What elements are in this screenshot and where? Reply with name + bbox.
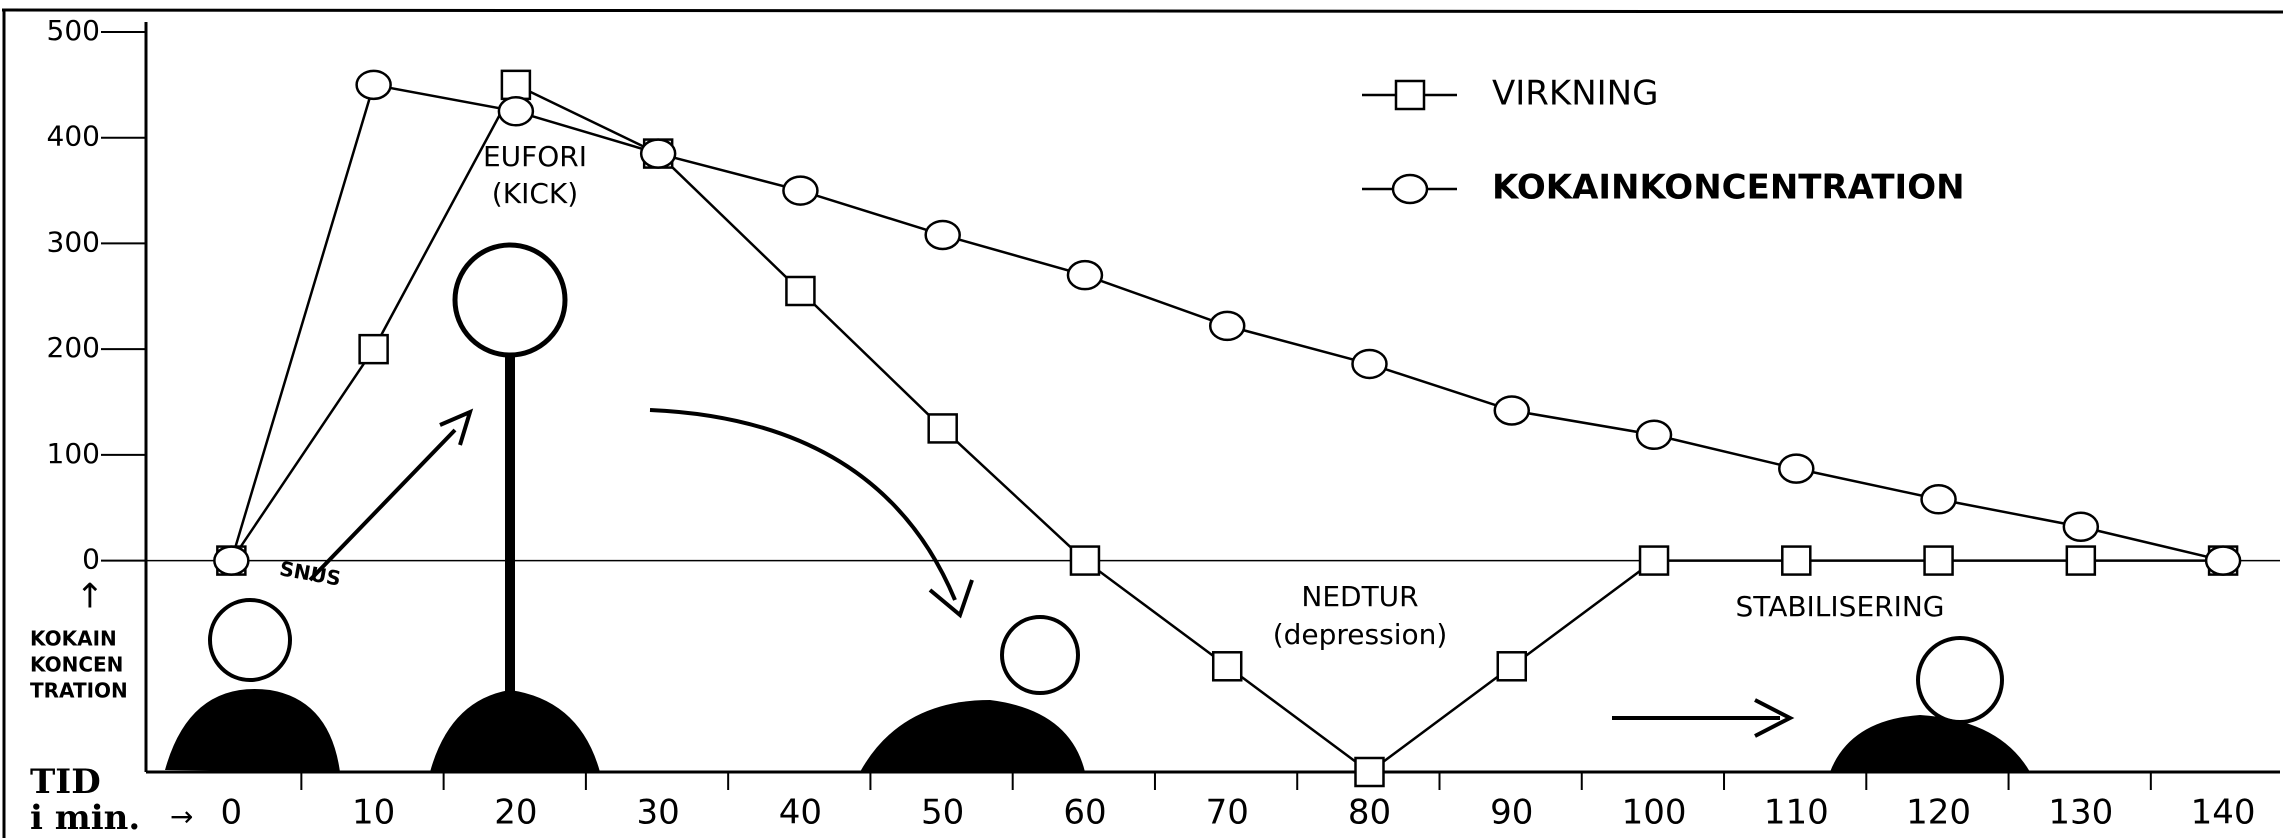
x-tick-label: 0 [221,793,243,833]
data-point [782,175,819,206]
y-tick-label: 100 [47,437,100,470]
data-point [1781,545,1812,576]
x-axis-label: TID [30,762,101,802]
data-point [1920,484,1957,515]
data-point [1496,651,1528,682]
y-axis-label: KONCEN [30,653,123,677]
x-tick-label: 20 [494,793,537,833]
data-point [1923,545,1954,576]
data-point [927,413,958,444]
data-point [497,96,535,127]
x-tick-label: 60 [1063,793,1106,833]
legend-label: KOKAINKONCENTRATION [1492,168,1965,208]
x-tick-label: 120 [1906,793,1971,833]
x-tick-label: 80 [1348,793,1391,833]
data-point [924,219,961,251]
y-tick-label: 200 [47,331,100,364]
data-point [1635,419,1673,451]
x-tick-label: 100 [1622,793,1687,833]
x-tick-label: 50 [921,793,964,833]
legend-marker [1391,173,1429,205]
y-tick-label: 500 [47,14,100,47]
data-point [358,333,389,365]
legend-label: VIRKNING [1492,74,1658,114]
legend-marker [1394,79,1426,111]
data-point [2065,545,2097,576]
data-point [639,138,677,169]
x-tick-label: 90 [1490,793,1533,833]
data-point [785,275,816,307]
x-tick-label: 40 [779,793,822,833]
data-point [1493,395,1531,426]
annotation: (KICK) [492,177,578,210]
x-tick-label: 130 [2048,793,2113,833]
frame-top [1,8,2283,14]
data-point [2062,511,2100,542]
x-tick-label: 110 [1764,793,1829,833]
y-tick-label: 0 [82,543,100,576]
data-point [1211,651,1243,682]
annotation: NEDTUR [1301,580,1418,613]
y-tick-label: 400 [47,120,100,153]
arrows [308,408,1795,738]
figures [165,242,2030,772]
x-tick-label: 70 [1206,793,1249,833]
annotation: EUFORI [483,140,587,173]
data-point [1354,756,1385,788]
data-point [355,69,392,101]
x-tick-label: 30 [637,793,680,833]
annotation: STABILISERING [1735,590,1944,623]
y-tick-label: 300 [47,225,100,258]
data-point [2204,545,2242,576]
data-point [1069,545,1101,576]
x-axis-arrow: → [170,800,193,833]
x-tick-label: 140 [2191,793,2256,833]
data-point [1208,310,1246,342]
y-axis-label: TRATION [30,679,128,703]
data-point [1066,259,1104,291]
data-point [1778,453,1815,484]
y-axis-label: KOKAIN [30,627,117,651]
y-axis-arrow: ↑ [76,577,105,617]
annotation: (depression) [1273,618,1448,651]
data-point [1638,545,1670,576]
x-tick-label: 10 [352,793,395,833]
x-axis-label: i min. [30,798,140,838]
data-point [500,69,532,101]
data-point [1351,348,1388,380]
data-point [213,545,250,576]
